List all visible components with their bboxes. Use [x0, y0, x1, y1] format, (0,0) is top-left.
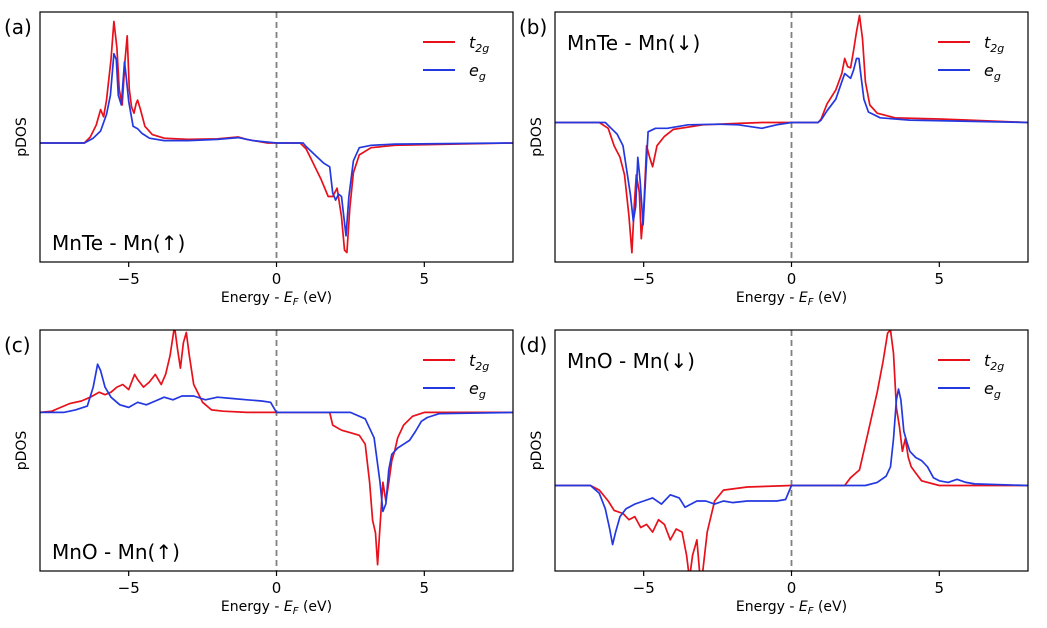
legend-label-t2g: t2g — [984, 33, 1004, 55]
panel-annotation: MnTe - Mn(↑) — [52, 231, 185, 255]
x-tick-label: 0 — [787, 270, 797, 288]
legend-label-eg: eg — [469, 379, 486, 401]
series-eg-line — [40, 363, 513, 513]
panel-0: −5 0 5 Energy - EF (eV) pDOS (a) MnTe - Mn(↑) t… — [4, 11, 514, 308]
x-tick-label: 5 — [935, 270, 945, 288]
series-eg-line — [555, 388, 1028, 546]
x-tick-label: −5 — [118, 579, 140, 597]
x-axis-label: Energy - EF (eV) — [221, 599, 332, 617]
x-tick-label: −5 — [633, 270, 655, 288]
x-tick-label: 5 — [420, 270, 430, 288]
x-tick-label: 0 — [272, 579, 282, 597]
y-axis-label: pDOS — [529, 117, 545, 157]
panel-3: −5 0 5 Energy - EF (eV) pDOS (d) MnO - Mn(↓) t2… — [519, 329, 1029, 617]
panel-label: (a) — [4, 15, 32, 39]
series-t2g-line — [40, 20, 513, 254]
x-axis-label: Energy - EF (eV) — [736, 599, 847, 617]
panel-1: −5 0 5 Energy - EF (eV) pDOS (b) MnTe - Mn(↓) t… — [519, 11, 1029, 308]
x-axis-label: Energy - EF (eV) — [221, 290, 332, 308]
legend-label-t2g: t2g — [469, 33, 489, 55]
series-t2g-line — [40, 330, 513, 566]
series-eg-line — [555, 57, 1028, 226]
panel-label: (c) — [4, 333, 31, 357]
legend-label-t2g: t2g — [469, 351, 489, 373]
y-axis-label: pDOS — [14, 117, 30, 157]
panel-annotation: MnTe - Mn(↓) — [567, 31, 700, 55]
legend-label-eg: eg — [984, 61, 1001, 83]
x-axis-label: Energy - EF (eV) — [736, 290, 847, 308]
x-tick-label: −5 — [118, 270, 140, 288]
panel-label: (b) — [519, 15, 547, 39]
series-t2g-line — [555, 330, 1028, 571]
panel-annotation: MnO - Mn(↓) — [567, 349, 695, 373]
x-tick-label: −5 — [633, 579, 655, 597]
x-tick-label: 5 — [420, 579, 430, 597]
panel-2: −5 0 5 Energy - EF (eV) pDOS (c) MnO - Mn(↑) t2… — [4, 329, 514, 617]
x-tick-label: 0 — [272, 270, 282, 288]
y-axis-label: pDOS — [529, 431, 545, 471]
series-t2g-line — [555, 14, 1028, 254]
legend-label-eg: eg — [469, 61, 486, 83]
y-axis-label: pDOS — [14, 431, 30, 471]
panel-label: (d) — [519, 333, 547, 357]
panel-annotation: MnO - Mn(↑) — [52, 540, 180, 564]
legend-label-t2g: t2g — [984, 351, 1004, 373]
legend-label-eg: eg — [984, 379, 1001, 401]
x-tick-label: 0 — [787, 579, 797, 597]
x-tick-label: 5 — [935, 579, 945, 597]
series-eg-line — [40, 52, 513, 237]
